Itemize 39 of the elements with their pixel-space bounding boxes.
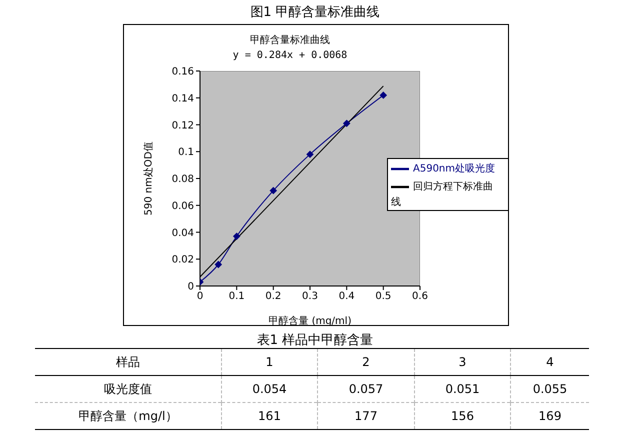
y-axis-title: 590 nm处OD值	[142, 142, 155, 216]
text: 表1 样品中甲醇含量	[256, 332, 374, 349]
x-axis-title: 甲醇含量 (mg/ml)	[268, 315, 352, 327]
y-tick-label: 0.08	[172, 174, 194, 186]
text: 0.057	[318, 376, 414, 402]
chart-subtitle: y = 0.284x + 0.0068	[232, 50, 348, 61]
text: 回归方程下标准曲线	[391, 182, 493, 208]
text: 样品	[115, 354, 141, 370]
x-tick-label: 0.3	[302, 291, 318, 302]
y-tick-label: 0.12	[172, 120, 194, 132]
text: 156	[414, 402, 510, 430]
chart-title: 甲醇含量标准曲线	[249, 34, 331, 47]
text: 0.051	[414, 376, 510, 402]
x-tick-label: 0.2	[265, 291, 282, 302]
text: 甲醇含量（mg/l）	[35, 402, 222, 430]
text: 吸光度值	[35, 376, 222, 402]
y-tick-label: 0.04	[172, 228, 194, 239]
y-tick-label: 0.02	[172, 254, 194, 266]
text: 0.055	[510, 376, 589, 402]
text: 4	[510, 348, 589, 376]
text: 2	[318, 348, 414, 376]
y-tick-label: 0	[188, 282, 194, 293]
x-tick-label: 0.5	[375, 291, 392, 302]
text: 161	[222, 402, 318, 430]
text: 3	[414, 348, 510, 376]
x-tick-label: 0.1	[228, 291, 245, 302]
text: 177	[318, 402, 414, 430]
legend-label: A590nm处吸光度	[413, 164, 496, 175]
text: 169	[510, 402, 589, 430]
y-tick-label: 0.1	[178, 147, 194, 158]
y-tick-label: 0.14	[172, 93, 194, 104]
x-tick-label: 0.4	[338, 291, 355, 302]
x-tick-label: 0	[196, 291, 204, 302]
x-tick-label: 0.6	[412, 291, 428, 302]
text: 1	[222, 348, 318, 376]
text: 0.054	[222, 376, 318, 402]
y-tick-label: 0.16	[172, 66, 194, 78]
caption: 图1 甲醇含量标准曲线	[249, 4, 381, 21]
y-tick-label: 0.06	[172, 200, 194, 212]
